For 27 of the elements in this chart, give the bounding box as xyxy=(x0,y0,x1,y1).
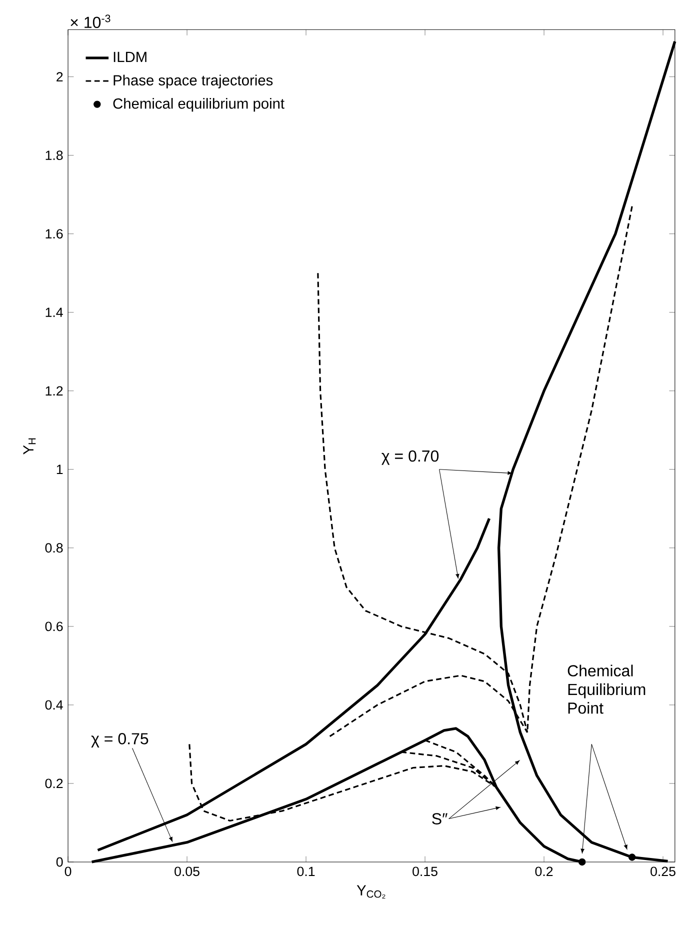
x-tick-label: 0.25 xyxy=(650,866,676,876)
y-tick-label: 0.8 xyxy=(45,543,63,553)
annotation: χ = 0.70 xyxy=(381,450,438,465)
x-tick-label: 0.05 xyxy=(174,866,200,876)
y-tick-label: 1.6 xyxy=(46,229,63,239)
x-tick-label: 0.1 xyxy=(297,866,314,876)
legend-label: Phase space trajectories xyxy=(114,74,272,88)
x-tick-label: 0.2 xyxy=(535,866,552,876)
x-tick-label: 0.15 xyxy=(412,866,438,876)
y-axis-title: Y$_{H}$ xyxy=(23,438,36,454)
x-tick-label: 0 xyxy=(64,866,71,876)
y-tick-label: 0.4 xyxy=(45,700,63,710)
text: × 10$^{-3}$ xyxy=(70,14,110,28)
y-tick-label: 1.2 xyxy=(46,386,62,396)
legend-label: Chemical equilibrium point xyxy=(113,98,284,112)
x-axis-title: Y$_{CO₂}$ xyxy=(356,885,385,898)
y-tick-label: 0.6 xyxy=(45,622,63,632)
y-tick-label: 2 xyxy=(56,72,62,82)
annotation: Chemical Equilibrium Point xyxy=(568,664,645,714)
annotation: S″ xyxy=(432,813,448,824)
y-tick-label: 1.8 xyxy=(46,150,63,160)
y-tick-label: 0 xyxy=(56,857,63,867)
annotation: χ = 0.75 xyxy=(90,733,148,748)
y-tick-label: 1 xyxy=(56,464,62,474)
y-tick-label: 1.4 xyxy=(46,308,63,317)
y-tick-label: 0.2 xyxy=(45,778,62,788)
legend-label: ILDM xyxy=(114,52,146,62)
